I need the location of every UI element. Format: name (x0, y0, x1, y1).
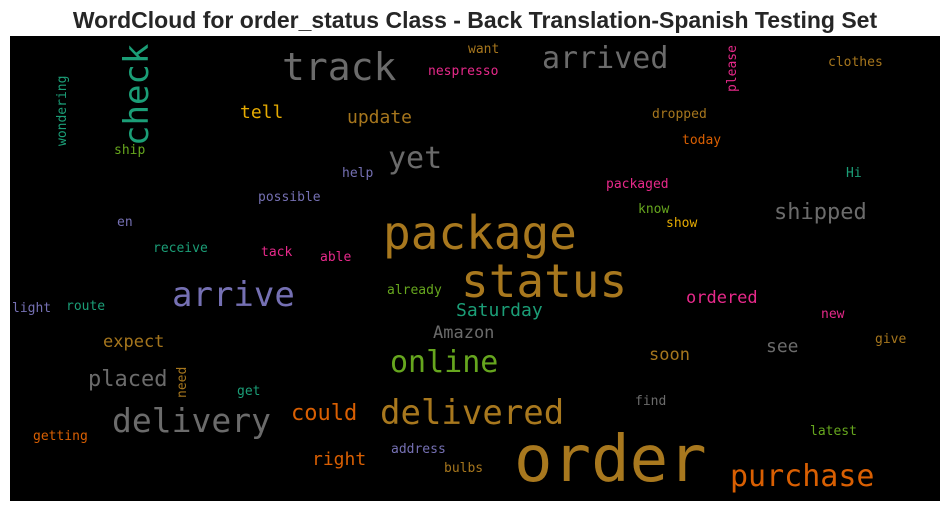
word-already: already (387, 283, 442, 298)
word-tell: tell (240, 102, 284, 123)
word-latest: latest (810, 424, 857, 439)
word-tack: tack (261, 245, 293, 260)
word-delivery: delivery (112, 401, 271, 440)
word-check: check (117, 43, 157, 146)
word-amazon: Amazon (433, 323, 495, 343)
word-help: help (342, 166, 374, 181)
word-light: light (12, 301, 52, 316)
word-nespresso: nespresso (428, 64, 499, 79)
word-track: track (282, 45, 397, 89)
word-yet: yet (388, 141, 443, 176)
word-saturday: Saturday (456, 300, 543, 321)
word-soon: soon (649, 345, 690, 365)
word-arrived: arrived (542, 41, 669, 76)
wordcloud-canvas: track arrived check want nespresso please clot… (10, 36, 940, 501)
word-know: know (638, 202, 670, 217)
word-update: update (347, 107, 413, 128)
word-en: en (117, 215, 133, 230)
word-ship: ship (114, 143, 146, 158)
word-ordered: ordered (686, 288, 758, 308)
word-status: status (461, 254, 628, 308)
word-please: please (725, 45, 740, 92)
word-getting: getting (33, 429, 88, 444)
word-give: give (875, 332, 907, 347)
word-shipped: shipped (774, 200, 867, 225)
word-arrive: arrive (172, 275, 295, 315)
word-purchase: purchase (730, 459, 875, 494)
word-online: online (390, 345, 499, 380)
word-expect: expect (103, 332, 165, 352)
word-possible: possible (258, 190, 321, 205)
word-want: want (468, 42, 500, 57)
word-placed: placed (88, 367, 168, 392)
word-hi: Hi (846, 166, 862, 181)
word-receive: receive (153, 241, 208, 256)
word-wondering: wondering (55, 75, 70, 146)
word-today: today (682, 133, 722, 148)
word-bulbs: bulbs (444, 461, 484, 476)
word-find: find (635, 394, 667, 409)
word-dropped: dropped (652, 107, 707, 122)
word-get: get (237, 384, 261, 399)
word-address: address (391, 442, 446, 457)
word-package: package (383, 206, 577, 260)
word-right: right (312, 449, 367, 470)
word-need: need (175, 366, 190, 398)
word-route: route (66, 299, 106, 314)
word-new: new (821, 307, 845, 322)
word-clothes: clothes (828, 55, 883, 70)
word-delivered: delivered (380, 393, 565, 433)
word-could: could (291, 401, 358, 426)
word-show: show (666, 216, 698, 231)
word-able: able (320, 250, 352, 265)
word-packaged: packaged (606, 177, 669, 192)
word-see: see (766, 336, 799, 357)
word-order: order (514, 423, 707, 497)
chart-title: WordCloud for order_status Class - Back … (72, 7, 878, 33)
